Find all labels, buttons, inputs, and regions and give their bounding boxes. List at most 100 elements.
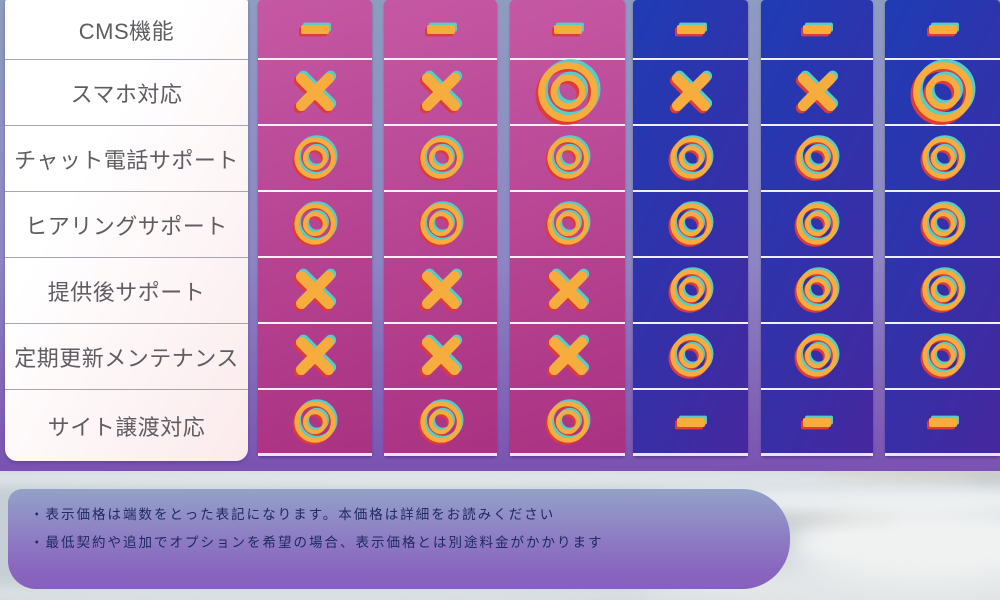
double-circle-icon <box>790 329 844 383</box>
table-cell <box>258 324 372 390</box>
table-cell <box>510 126 625 192</box>
table-cell <box>761 324 873 390</box>
table-cell <box>510 258 625 324</box>
cross-icon <box>788 63 846 121</box>
feature-label: スマホ対応 <box>5 60 248 126</box>
cross-icon <box>662 63 720 121</box>
table-cell <box>761 390 873 456</box>
feature-label-column: CMS機能 スマホ対応 チャット電話サポート ヒアリングサポート 提供後サポート 定期更新… <box>5 0 248 461</box>
dash-icon <box>795 7 839 51</box>
double-circle-icon <box>288 197 342 251</box>
double-circle-icon <box>414 131 468 185</box>
notes-box: ・表示価格は端数をとった表記になります。本価格は詳細をお読みください ・最低契約… <box>8 489 790 589</box>
double-circle-icon <box>529 53 607 131</box>
dash-icon <box>795 400 839 444</box>
cross-icon <box>286 261 344 319</box>
dash-icon <box>921 400 965 444</box>
plan-column <box>510 0 625 456</box>
double-circle-icon <box>916 131 970 185</box>
table-cell <box>258 390 372 456</box>
dash-icon <box>419 7 463 51</box>
table-cell <box>510 390 625 456</box>
table-cell <box>384 60 497 126</box>
table-cell <box>384 192 497 258</box>
cross-icon <box>539 327 597 385</box>
table-cell <box>633 126 748 192</box>
table-cell <box>633 192 748 258</box>
table-cell <box>761 258 873 324</box>
table-cell <box>761 126 873 192</box>
feature-label: チャット電話サポート <box>5 126 248 192</box>
table-cell <box>633 258 748 324</box>
cross-icon <box>286 63 344 121</box>
dash-icon <box>921 7 965 51</box>
feature-label: 提供後サポート <box>5 258 248 324</box>
table-cell <box>384 126 497 192</box>
double-circle-icon <box>664 263 718 317</box>
table-cell <box>633 390 748 456</box>
feature-label: サイト譲渡対応 <box>47 414 206 440</box>
table-cell <box>258 126 372 192</box>
double-circle-icon <box>916 197 970 251</box>
note-line: ・最低契約や追加でオプションを希望の場合、表示価格とは別途料金がかかります <box>30 535 604 550</box>
table-cell <box>384 258 497 324</box>
table-cell <box>258 0 372 60</box>
table-cell <box>761 0 873 60</box>
table-cell <box>384 390 497 456</box>
double-circle-icon <box>541 197 595 251</box>
double-circle-icon <box>904 53 982 131</box>
table-cell <box>885 390 1000 456</box>
table-cell <box>384 324 497 390</box>
table-cell <box>384 0 497 60</box>
dash-icon <box>293 7 337 51</box>
plan-column <box>761 0 873 456</box>
feature-label: ヒアリングサポート <box>5 192 248 258</box>
cross-icon <box>412 327 470 385</box>
table-cell <box>258 258 372 324</box>
dash-icon <box>546 7 590 51</box>
table-cell <box>885 192 1000 258</box>
cross-icon <box>412 63 470 121</box>
table-cell <box>510 192 625 258</box>
double-circle-icon <box>790 131 844 185</box>
table-cell <box>885 59 1000 126</box>
double-circle-icon <box>664 329 718 383</box>
table-cell <box>885 324 1000 390</box>
note-line: ・表示価格は端数をとった表記になります。本価格は詳細をお読みください <box>30 507 556 522</box>
table-cell <box>633 324 748 390</box>
table-cell <box>510 324 625 390</box>
table-cell <box>510 59 625 126</box>
cross-icon <box>539 261 597 319</box>
double-circle-icon <box>916 263 970 317</box>
double-circle-icon <box>541 395 595 449</box>
table-cell <box>761 192 873 258</box>
double-circle-icon <box>288 131 342 185</box>
feature-label: CMS機能 <box>5 0 248 60</box>
double-circle-icon <box>288 395 342 449</box>
table-cell <box>258 60 372 126</box>
dash-icon <box>669 7 713 51</box>
cross-icon <box>412 261 470 319</box>
table-cell <box>761 60 873 126</box>
table-cell <box>885 258 1000 324</box>
double-circle-icon <box>790 263 844 317</box>
plan-column <box>258 0 372 456</box>
plan-column <box>633 0 748 456</box>
double-circle-icon <box>916 329 970 383</box>
dash-icon <box>669 400 713 444</box>
table-cell <box>633 60 748 126</box>
double-circle-icon <box>664 197 718 251</box>
double-circle-icon <box>414 395 468 449</box>
plan-column <box>384 0 497 456</box>
cross-icon <box>286 327 344 385</box>
double-circle-icon <box>414 197 468 251</box>
feature-label: 定期更新メンテナンス <box>5 324 248 390</box>
double-circle-icon <box>790 197 844 251</box>
double-circle-icon <box>664 131 718 185</box>
plan-column <box>885 0 1000 456</box>
table-cell <box>885 0 1000 60</box>
table-cell <box>885 126 1000 192</box>
table-cell <box>510 0 625 60</box>
table-cell <box>258 192 372 258</box>
table-cell <box>633 0 748 60</box>
